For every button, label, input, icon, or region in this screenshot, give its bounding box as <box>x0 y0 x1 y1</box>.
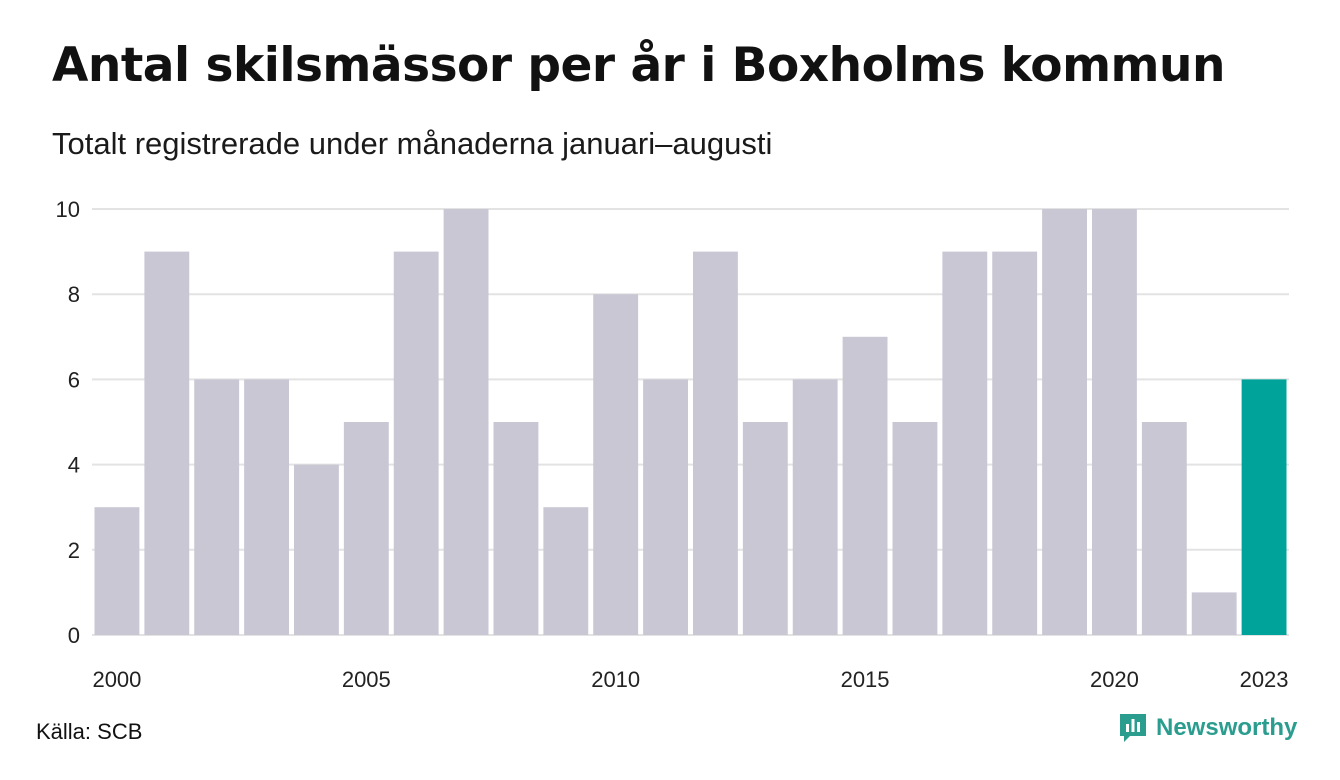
x-tick-label: 2000 <box>92 667 141 692</box>
brand-logo: Newsworthy <box>1118 712 1297 744</box>
x-tick-label: 2005 <box>342 667 391 692</box>
bar-2010 <box>593 294 639 635</box>
bar-2019 <box>1042 209 1087 635</box>
grid-lines <box>92 208 1289 636</box>
bar-2002 <box>194 379 240 635</box>
bar-2004 <box>294 464 339 635</box>
bar-2017 <box>942 251 988 635</box>
y-axis-ticks: 0 2 4 6 8 10 <box>56 197 80 648</box>
bar-2008 <box>493 422 539 635</box>
y-tick-label: 4 <box>68 453 80 478</box>
bar-2020 <box>1092 209 1137 635</box>
newsworthy-logo-icon <box>1120 714 1146 742</box>
x-tick-label: 2010 <box>591 667 640 692</box>
bar-2001 <box>144 251 190 635</box>
bar-2021 <box>1141 422 1187 635</box>
bar-2009 <box>543 507 589 635</box>
x-tick-label: 2020 <box>1090 667 1139 692</box>
y-tick-label: 10 <box>56 197 80 222</box>
bar-2023 <box>1241 379 1287 635</box>
y-tick-label: 0 <box>68 623 80 648</box>
bar-2014 <box>792 379 838 635</box>
x-tick-label: 2023 <box>1240 667 1289 692</box>
bar-2005 <box>343 422 389 635</box>
y-tick-label: 8 <box>68 282 80 307</box>
bar-2007 <box>443 209 489 635</box>
brand-name: Newsworthy <box>1156 714 1298 741</box>
bar-2015 <box>842 336 888 635</box>
y-tick-label: 2 <box>68 538 80 563</box>
chart-subtitle: Totalt registrerade under månaderna janu… <box>52 126 773 161</box>
bar-2000 <box>94 507 140 635</box>
x-tick-label: 2015 <box>841 667 890 692</box>
bar-2022 <box>1191 592 1237 635</box>
bar-2016 <box>892 422 938 635</box>
y-tick-label: 6 <box>68 367 80 392</box>
bars <box>94 209 1287 635</box>
bar-2013 <box>742 422 788 635</box>
bar-2018 <box>992 251 1038 635</box>
bar-2003 <box>244 379 289 635</box>
chart-title: Antal skilsmässor per år i Boxholms komm… <box>52 38 1225 93</box>
x-axis-ticks: 2000 2005 2010 2015 2020 2023 <box>92 667 1288 692</box>
bar-2006 <box>393 251 439 635</box>
bar-2012 <box>693 251 738 635</box>
source-note: Källa: SCB <box>36 719 143 744</box>
bar-2011 <box>643 379 688 635</box>
